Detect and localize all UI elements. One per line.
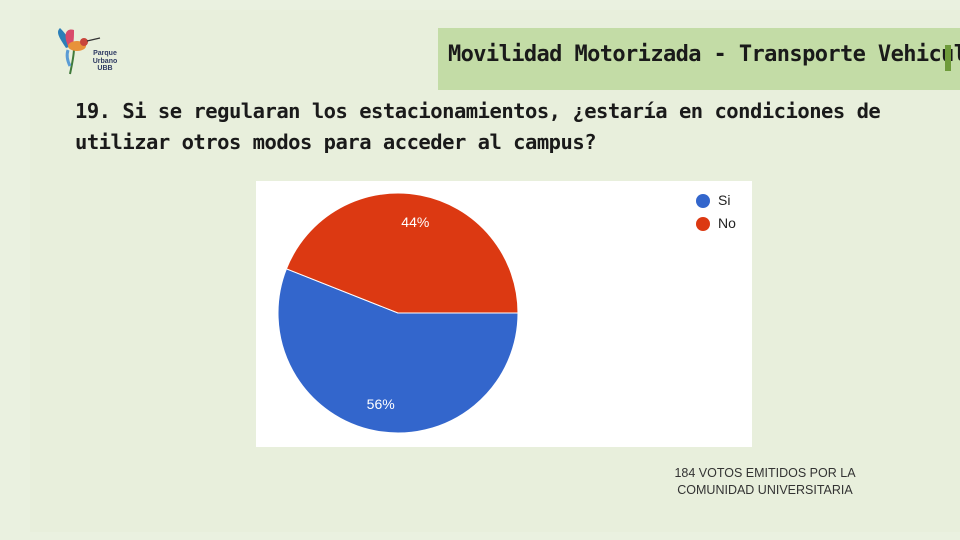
pie-chart: 56% 44% (277, 192, 519, 434)
legend-label: No (718, 215, 736, 231)
header-band (438, 28, 960, 90)
logo-text: Parque Urbano UBB (88, 50, 122, 73)
footnote-line: 184 Votos emitidos por la (674, 466, 856, 480)
pie-slice-si (277, 268, 519, 434)
slice-value-label: 44% (401, 214, 429, 230)
footnote: 184 Votos emitidos por la comunidad univ… (640, 465, 890, 499)
chart-panel: 56% 44% (256, 181, 752, 447)
section-title: Movilidad Motorizada - Transporte Vehicu… (448, 42, 960, 67)
title-accent-bar (945, 45, 951, 71)
legend-swatch (696, 194, 710, 208)
legend-swatch (696, 217, 710, 231)
logo-line: Urbano (92, 57, 118, 65)
logo: Parque Urbano UBB (52, 26, 132, 80)
question-text: 19. Si se regularan los estacionamientos… (75, 99, 881, 154)
logo-line: UBB (97, 65, 113, 72)
pie-slice-no (285, 192, 519, 314)
footnote-line: comunidad universitaria (677, 483, 853, 497)
logo-line: Parque (93, 50, 117, 57)
legend-label: Si (718, 192, 731, 208)
slice-value-label: 56% (367, 396, 395, 412)
hummingbird-icon (58, 28, 101, 75)
